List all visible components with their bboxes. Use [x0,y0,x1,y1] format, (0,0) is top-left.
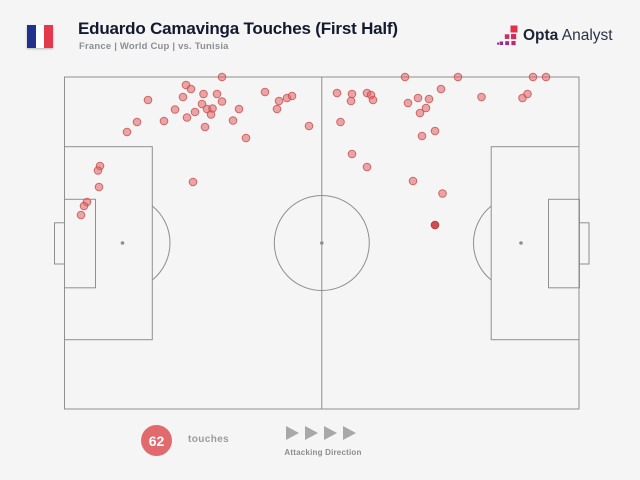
pitch-lines [54,76,590,410]
page-subtitle: France | World Cup | vs. Tunisia [79,41,229,52]
touch-point [170,105,180,114]
touch-point [346,96,356,106]
touch-point [421,103,431,113]
touch-count-badge: 62 [141,425,172,456]
penalty-area-left [64,146,153,341]
touch-point [403,98,413,108]
touch-point [272,104,282,114]
touch-point [477,92,486,102]
touch-points [76,72,551,230]
touch-point [430,220,440,230]
touch-point [217,97,227,106]
touch-point [182,113,192,122]
penalty-spot-left [120,241,125,245]
six-yard-box-right [548,198,580,289]
arrow-right-icon [324,426,337,440]
touch-point [241,133,251,143]
touch-point [336,117,345,127]
touch-point [332,88,342,98]
attacking-direction-label: Attacking Direction [284,448,362,457]
touch-point [132,117,142,127]
touch-point [143,95,153,105]
goal-right [578,222,590,265]
touch-point [94,182,104,192]
touch-point [274,96,284,106]
touch-point [93,166,103,175]
flag-stripe-white [35,25,45,48]
touch-point [304,121,314,131]
touch-point [362,162,372,172]
touch-point [76,210,86,220]
touch-point [438,189,447,198]
touch-point [453,72,463,82]
page-title: Eduardo Camavinga Touches (First Half) [78,19,398,38]
penalty-area-right [490,146,580,341]
touch-point [188,177,198,187]
touch-point [368,95,378,105]
france-flag [27,25,54,48]
penalty-spot-right [519,241,523,245]
opta-logo-text-bold: Opta [523,26,559,44]
touch-point [347,149,357,159]
touch-point [212,89,222,99]
touches-label: touches [188,434,230,445]
touch-point [122,127,132,137]
goal-left [54,222,65,265]
opta-analyst-logo: Opta Analyst [497,25,613,46]
touch-point [287,91,297,101]
arrow-right-icon [305,426,318,440]
flag-stripe-blue [27,25,36,48]
touch-point [178,92,188,102]
touch-point [79,201,89,211]
penalty-arc-left [151,205,171,281]
opta-logo-text-light: Analyst [561,26,613,44]
touch-point [528,72,538,82]
touch-point [541,72,551,82]
touch-point [228,116,238,125]
touch-point [417,131,427,141]
touch-point [234,104,244,114]
touch-point [186,84,196,94]
arrow-right-icon [286,426,299,440]
touch-point [408,176,418,186]
touch-point [436,84,446,94]
touch-point [260,87,270,97]
touch-point [424,94,434,104]
flag-stripe-red [44,25,54,48]
touch-point [523,89,532,99]
arrow-right-icon [343,426,356,440]
touch-point [415,108,425,118]
touch-count: 62 [148,432,165,449]
touch-point [159,116,169,126]
center-spot [320,241,324,245]
touch-point [413,93,423,103]
touch-point [400,72,410,82]
opta-logo-text: Opta Analyst [523,27,613,45]
opta-logo-icon [497,25,518,46]
touch-point [347,89,357,99]
attacking-direction-arrows [286,426,362,440]
touch-point [190,107,200,117]
center-circle [273,195,370,291]
touch-point [206,110,216,119]
touch-point [430,126,440,136]
touch-point [197,99,207,109]
touch-point [199,89,208,99]
touch-point [217,72,227,82]
touch-point [200,122,210,132]
penalty-arc-right [473,205,492,281]
